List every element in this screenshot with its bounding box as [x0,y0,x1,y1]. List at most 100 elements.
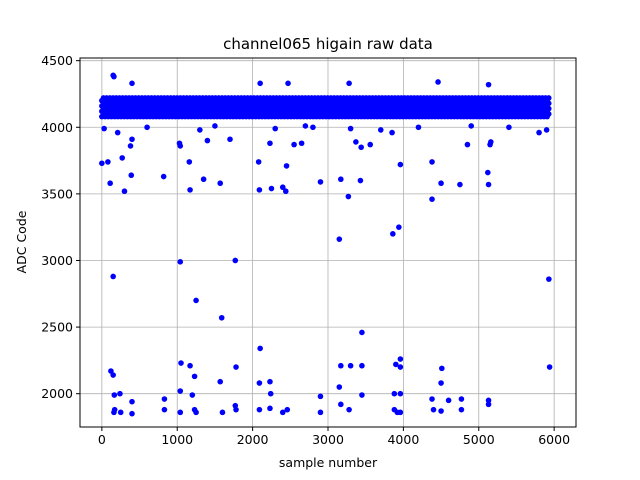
data-point [291,141,297,148]
data-point [397,356,404,362]
data-point [200,176,207,183]
data-point [129,80,135,87]
data-point [99,160,105,167]
data-point [445,397,452,404]
data-point [129,136,135,143]
data-point [279,184,286,191]
data-point [317,409,324,416]
data-point [358,144,364,151]
data-point [439,365,445,372]
data-point [232,257,239,264]
x-tick-label: 3000 [312,432,344,447]
data-point [105,159,111,165]
data-point [279,409,286,416]
data-point [543,127,550,133]
data-point [485,181,492,188]
data-point [310,124,316,131]
data-point [111,73,117,80]
data-point [536,129,542,136]
data-point [393,361,399,368]
grid-lines [80,58,576,427]
data-point [219,409,226,416]
data-point [161,396,168,402]
data-point [397,364,404,370]
data-point [415,124,422,131]
data-point [429,196,435,203]
y-tick-label: 4500 [41,53,73,68]
data-point [347,362,354,369]
data-point [197,127,203,133]
data-point [302,123,309,129]
data-point [257,80,263,87]
data-point [110,273,116,280]
y-axis-label: ADC Code [14,210,29,273]
data-point [256,380,263,386]
data-point [317,393,324,400]
y-tick-label: 2500 [41,320,73,335]
data-point [257,345,263,352]
data-point [161,406,168,413]
data-point [111,392,118,398]
y-tick-label: 3500 [41,186,73,201]
data-point [545,95,552,101]
data-point [353,139,359,145]
data-point [127,143,134,149]
data-point [267,405,273,412]
data-point [464,141,471,148]
data-point [396,224,402,230]
x-axis-ticks: 0 1000 2000 3000 4000 5000 6000 [98,427,570,447]
data-point [189,392,196,398]
data-point [359,362,365,369]
data-point [267,140,273,147]
data-point [282,188,289,195]
data-point [298,140,305,147]
data-point [114,129,121,136]
data-point [217,180,224,187]
data-point [458,396,465,402]
data-point [191,373,198,380]
x-tick-label: 4000 [387,432,419,447]
data-point [186,159,193,165]
data-point [217,378,224,385]
data-point [430,406,437,413]
data-point [212,123,218,129]
data-point [457,181,463,188]
data-point [268,185,275,192]
data-point [338,401,344,408]
data-point [128,172,135,179]
data-point [458,406,465,413]
data-point [283,163,290,169]
data-point [193,297,199,304]
data-point [338,176,344,183]
data-point [546,276,552,282]
data-point [107,180,113,187]
data-point [272,125,279,132]
data-point [438,408,444,414]
data-point [391,390,398,397]
data-point [359,392,365,398]
data-point [357,177,364,184]
data-point [359,329,365,336]
data-point [193,409,199,416]
data-point [284,406,291,413]
data-point [110,372,116,378]
data-point [346,80,352,87]
data-point [144,124,150,131]
x-axis-label: sample number [279,455,378,470]
data-point [187,187,193,193]
data-point [485,401,492,408]
data-point [101,125,107,132]
data-point [506,124,512,131]
data-point [468,123,475,129]
data-point [546,364,553,370]
data-point [160,173,167,180]
y-axis-ticks: 2000 2500 3000 3500 4000 4500 [41,53,80,401]
data-point [177,259,184,265]
data-point [129,410,135,417]
data-point [389,129,395,136]
data-point [435,79,441,85]
data-point [129,398,135,405]
chart-title: channel065 higain raw data [223,35,433,53]
data-point [336,384,343,390]
